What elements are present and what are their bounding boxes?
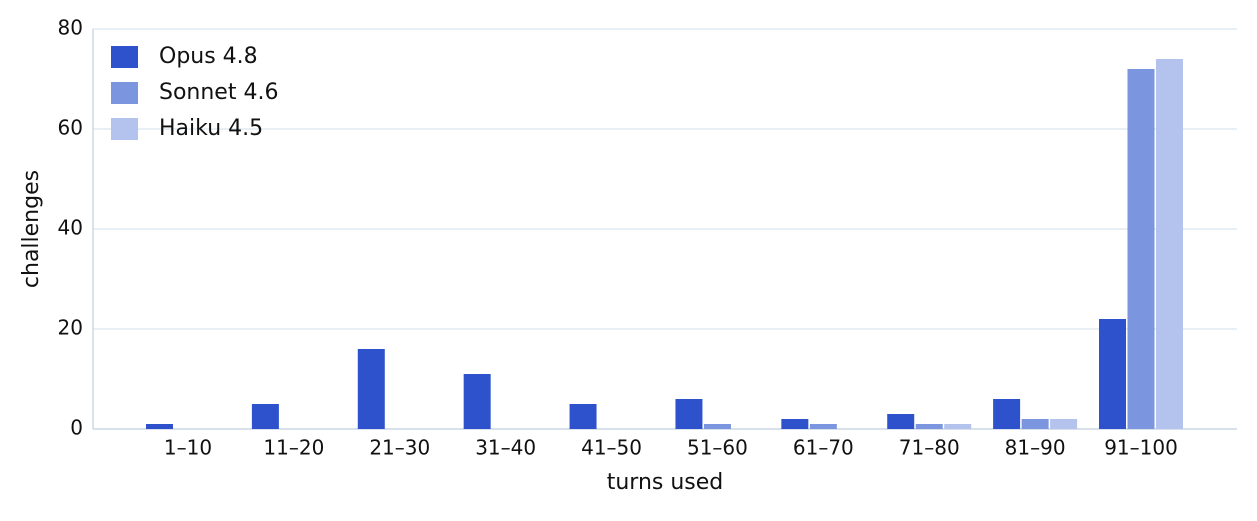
- bar: [809, 424, 837, 429]
- legend-label: Sonnet 4.6: [159, 80, 278, 105]
- bar: [569, 404, 597, 429]
- bar: [463, 374, 491, 429]
- legend-swatch: [111, 118, 138, 140]
- bar: [1127, 69, 1155, 429]
- bar: [1050, 419, 1078, 429]
- bar: [675, 399, 703, 429]
- bar: [1156, 59, 1183, 429]
- legend-swatch: [111, 82, 138, 104]
- bar: [887, 414, 915, 429]
- bar: [781, 419, 809, 429]
- legend-label: Haiku 4.5: [159, 116, 263, 141]
- bar: [1099, 319, 1126, 429]
- y-tick-label: 40: [58, 216, 83, 240]
- y-tick-label: 20: [58, 316, 83, 340]
- x-tick-label: 21–30: [369, 436, 430, 460]
- bar: [146, 424, 173, 429]
- y-tick-label: 80: [58, 16, 83, 40]
- x-tick-label: 91–100: [1104, 436, 1178, 460]
- legend-swatch: [111, 46, 138, 68]
- y-tick-label: 60: [58, 116, 83, 140]
- bar: [915, 424, 943, 429]
- x-tick-label: 1–10: [164, 436, 212, 460]
- bar: [703, 424, 731, 429]
- bar: [1021, 419, 1049, 429]
- bar: [251, 404, 279, 429]
- x-tick-label: 61–70: [793, 436, 854, 460]
- bar: [993, 399, 1021, 429]
- x-tick-label: 51–60: [687, 436, 748, 460]
- x-axis-label: turns used: [607, 470, 724, 495]
- x-tick-label: 41–50: [581, 436, 642, 460]
- bar: [944, 424, 972, 429]
- x-tick-label: 71–80: [899, 436, 960, 460]
- legend-label: Opus 4.8: [159, 44, 258, 69]
- bar: [357, 349, 385, 429]
- x-tick-label: 11–20: [263, 436, 324, 460]
- y-tick-label: 0: [70, 416, 83, 440]
- x-tick-label: 81–90: [1005, 436, 1066, 460]
- y-axis-label: challenges: [19, 170, 44, 288]
- x-tick-label: 31–40: [475, 436, 536, 460]
